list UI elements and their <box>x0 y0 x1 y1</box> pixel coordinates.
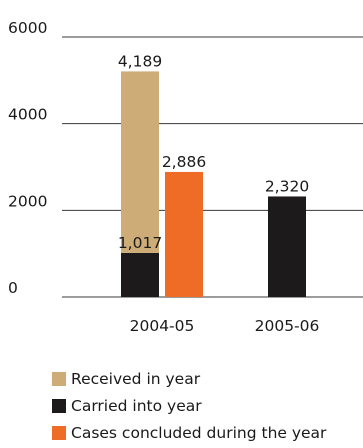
legend-swatch <box>52 425 66 440</box>
data-labels: 1,017 4,189 2,886 2,320 <box>118 52 309 252</box>
data-label: 1,017 <box>118 234 162 252</box>
bar-carried-into-year-2004-05 <box>121 252 159 297</box>
bar-cases-concluded-during-the-year-2004-05 <box>165 171 203 297</box>
legend-item: Cases concluded during the year <box>52 419 326 446</box>
bars <box>121 71 306 297</box>
legend: Received in year Carried into year Cases c… <box>52 365 326 446</box>
data-label: 2,320 <box>265 177 309 195</box>
legend-item: Received in year <box>52 365 326 392</box>
legend-swatch <box>52 398 66 413</box>
x-tick-label: 2004-05 <box>130 317 195 335</box>
data-label: 4,189 <box>118 52 162 70</box>
legend-swatch <box>52 371 66 386</box>
x-axis-ticks: 2004-05 2005-06 <box>130 317 320 335</box>
legend-item: Carried into year <box>52 392 326 419</box>
gridlines <box>62 36 363 298</box>
legend-label: Received in year <box>71 369 201 388</box>
bar-carried-into-year-2005-06 <box>268 196 306 297</box>
legend-label: Cases concluded during the year <box>71 423 327 442</box>
y-axis-ticks: 0 2000 4000 6000 <box>8 19 47 297</box>
y-tick-label: 6000 <box>8 19 47 37</box>
y-tick-label: 2000 <box>8 192 47 210</box>
y-tick-label: 4000 <box>8 106 47 124</box>
legend-label: Carried into year <box>71 396 202 415</box>
y-tick-label: 0 <box>8 279 18 297</box>
bar-received-in-year-2004-05 <box>121 71 159 253</box>
data-label: 2,886 <box>162 153 206 171</box>
x-tick-label: 2005-06 <box>255 317 320 335</box>
